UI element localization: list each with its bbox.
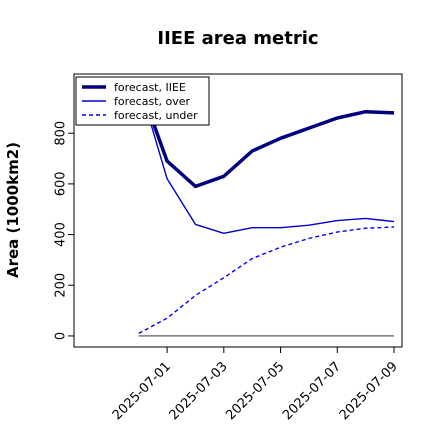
y-tick-label: 400 [54, 222, 69, 247]
x-tick-label: 2025-07-07 [280, 359, 344, 423]
chart-title: IIEE area metric [157, 28, 318, 49]
series-line-3 [138, 226, 395, 335]
legend-label: forecast, IIEE [114, 81, 186, 94]
x-tick-label: 2025-07-03 [167, 359, 231, 423]
y-tick-label: 200 [54, 273, 69, 298]
legend-label: forecast, under [114, 109, 198, 122]
x-tick-label: 2025-07-01 [110, 359, 174, 423]
y-tick-label: 600 [54, 171, 69, 196]
series-line-1 [137, 81, 395, 189]
y-tick-label: 0 [54, 332, 69, 340]
series-line-2 [138, 82, 395, 235]
legend-label: forecast, over [114, 95, 190, 108]
x-tick-label: 2025-07-05 [223, 359, 287, 423]
plot-frame [73, 73, 403, 348]
x-tick-label: 2025-07-09 [337, 359, 401, 423]
y-tick-label: 800 [54, 121, 69, 146]
y-axis-label: Area (1000km2) [4, 142, 22, 278]
